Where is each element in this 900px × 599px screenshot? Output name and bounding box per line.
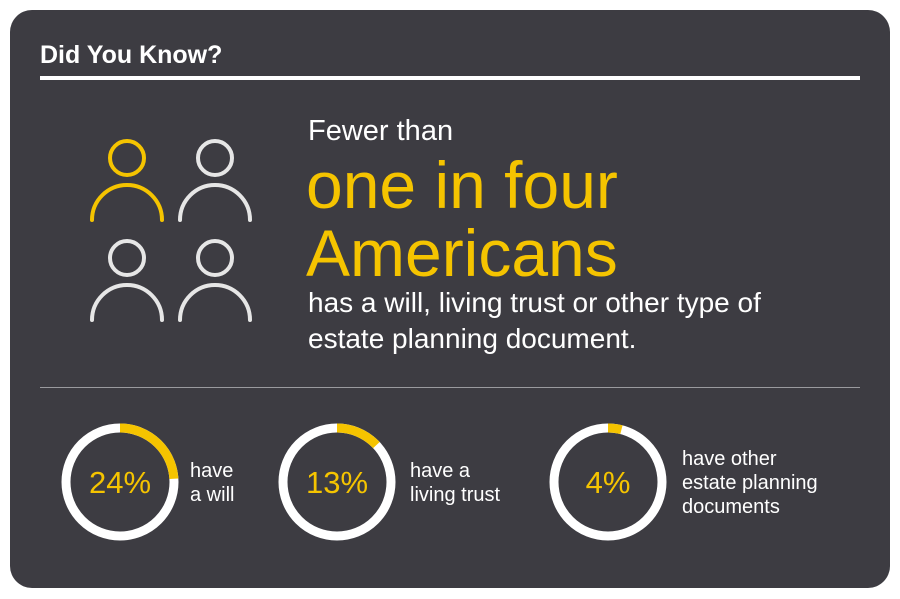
person-icon [90,239,164,322]
stat-label: estate planning [682,472,818,494]
stat-label: a will [190,484,234,506]
stat-label: have a [410,460,471,482]
people-icons [90,139,252,322]
ring-value [549,423,667,541]
headline-highlight: Americans [306,216,618,290]
headline-body: has a will, living trust or other type o… [308,287,761,318]
person-icon [178,239,252,322]
headline-body: estate planning document. [308,323,636,354]
ring-value [61,423,179,541]
percent-label: 24% [89,465,151,500]
title: Did You Know? [40,41,222,69]
title-rule [40,76,860,80]
stat-label: have other [682,448,777,470]
ring-value [278,423,396,541]
stat-label: have [190,460,233,482]
percent-label: 4% [586,465,631,500]
headline-intro: Fewer than [308,115,453,147]
divider [40,387,860,388]
headline-highlight: one in four [306,148,618,222]
person-icon [178,139,252,222]
percent-label: 13% [306,465,368,500]
stat-label: documents [682,496,780,518]
person-icon-highlight [90,139,164,222]
stat-label: living trust [410,484,500,506]
